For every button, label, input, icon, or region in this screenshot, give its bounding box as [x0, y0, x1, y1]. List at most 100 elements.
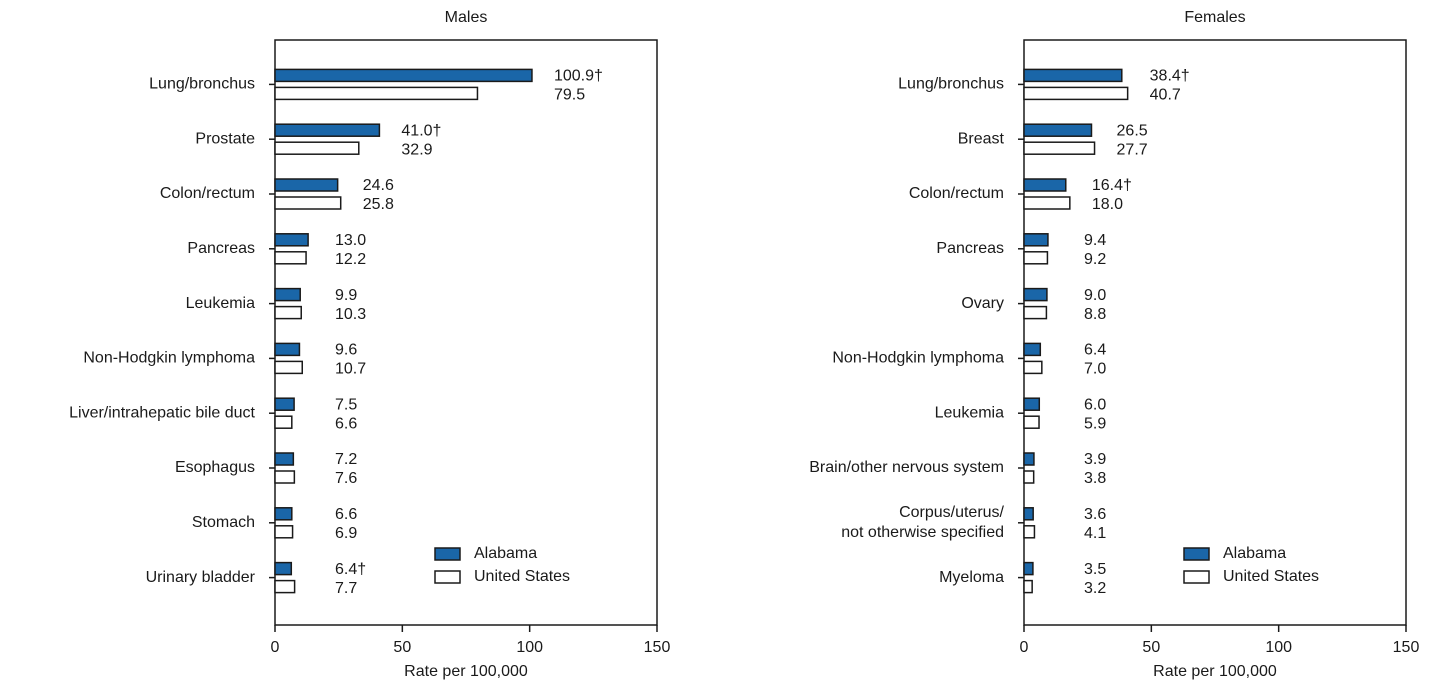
bar [1023, 233, 1049, 247]
y-tick-label: Corpus/uterus/not otherwise specified [841, 504, 1004, 541]
value-label: 4.1 [1084, 525, 1106, 542]
bar [1023, 305, 1048, 320]
x-tick-label: 0 [1020, 639, 1029, 656]
legend-label: Alabama [1223, 545, 1286, 562]
bar [274, 86, 479, 101]
y-tick-label: Esophagus [175, 459, 255, 476]
value-label: 10.7 [335, 361, 366, 378]
bar [1023, 178, 1067, 192]
y-tick-label: Stomach [192, 514, 255, 531]
value-label: 7.0 [1084, 361, 1106, 378]
value-label: 9.0 [1084, 287, 1106, 304]
bar [1023, 415, 1040, 429]
chart-title: Females [1184, 9, 1245, 26]
bar [1023, 68, 1123, 83]
bar [274, 305, 302, 320]
chart-title: Males [445, 9, 488, 26]
value-label: 38.4† [1150, 68, 1190, 85]
value-label: 18.0 [1092, 196, 1123, 213]
bar [274, 561, 293, 576]
bar [274, 397, 295, 411]
value-label: 6.4 [1084, 342, 1106, 359]
bar [274, 579, 296, 594]
bar [274, 525, 294, 539]
value-label: 32.9 [401, 141, 432, 158]
value-label: 3.5 [1084, 561, 1106, 578]
bar [274, 470, 296, 484]
bar [1023, 141, 1096, 155]
bar [1023, 342, 1042, 357]
value-label: 3.2 [1084, 580, 1106, 597]
x-tick-label: 150 [1393, 639, 1420, 656]
x-tick-label: 100 [516, 639, 543, 656]
value-label: 7.7 [335, 580, 357, 597]
value-label: 5.9 [1084, 415, 1106, 432]
bar [1023, 287, 1048, 302]
value-label: 6.9 [335, 525, 357, 542]
value-label: 100.9† [554, 68, 603, 85]
legend-label: Alabama [474, 545, 537, 562]
x-axis-label: Rate per 100,000 [404, 663, 528, 680]
y-tick-label: Ovary [961, 295, 1004, 312]
bar [274, 287, 301, 302]
bar [1023, 251, 1049, 265]
value-label: 27.7 [1117, 141, 1148, 158]
value-label: 7.2 [335, 451, 357, 468]
y-tick-label: Urinary bladder [146, 569, 256, 586]
x-tick-label: 100 [1265, 639, 1292, 656]
y-tick-label: Liver/intrahepatic bile duct [69, 404, 255, 421]
y-tick-label: Prostate [195, 130, 255, 147]
bar [1023, 507, 1034, 521]
y-tick-label: Breast [958, 130, 1005, 147]
legend-swatch [1183, 570, 1210, 584]
y-tick-label: Colon/rectum [160, 185, 255, 202]
value-label: 24.6 [363, 177, 394, 194]
value-label: 9.9 [335, 287, 357, 304]
legend-label: United States [474, 568, 570, 585]
y-tick-label: Colon/rectum [909, 185, 1004, 202]
value-label: 9.4 [1084, 232, 1106, 249]
value-label: 40.7 [1150, 87, 1181, 104]
value-label: 7.6 [335, 470, 357, 487]
value-label: 7.5 [335, 396, 357, 413]
value-label: 3.6 [1084, 506, 1106, 523]
value-label: 79.5 [554, 87, 585, 104]
value-label: 6.0 [1084, 396, 1106, 413]
bar [274, 178, 339, 192]
y-tick-label: Leukemia [935, 404, 1004, 421]
value-label: 41.0† [401, 122, 441, 139]
y-tick-label: Brain/other nervous system [809, 459, 1004, 476]
value-label: 3.8 [1084, 470, 1106, 487]
value-label: 9.6 [335, 342, 357, 359]
bar [1023, 86, 1129, 101]
bar [1023, 123, 1093, 137]
bar [274, 123, 381, 137]
y-tick-label: Leukemia [186, 295, 255, 312]
bar [1023, 452, 1035, 466]
bar [274, 68, 533, 83]
legend-swatch [1183, 547, 1210, 561]
value-label: 10.3 [335, 306, 366, 323]
plot-frame [1023, 39, 1407, 626]
bar [274, 141, 360, 155]
legend-swatch [434, 547, 461, 561]
bar [274, 251, 307, 265]
value-label: 6.4† [335, 561, 366, 578]
bar [274, 415, 293, 429]
x-tick-label: 150 [644, 639, 671, 656]
bar [1023, 470, 1035, 484]
bar [274, 233, 309, 247]
bar [274, 360, 303, 375]
value-label: 25.8 [363, 196, 394, 213]
value-label: 3.9 [1084, 451, 1106, 468]
y-tick-label: Pancreas [936, 240, 1004, 257]
legend-label: United States [1223, 568, 1319, 585]
value-label: 9.2 [1084, 251, 1106, 268]
bar [274, 452, 295, 466]
bar [1023, 525, 1036, 539]
value-label: 16.4† [1092, 177, 1132, 194]
value-label: 26.5 [1117, 122, 1148, 139]
bar [1023, 579, 1033, 594]
bar [274, 342, 301, 357]
